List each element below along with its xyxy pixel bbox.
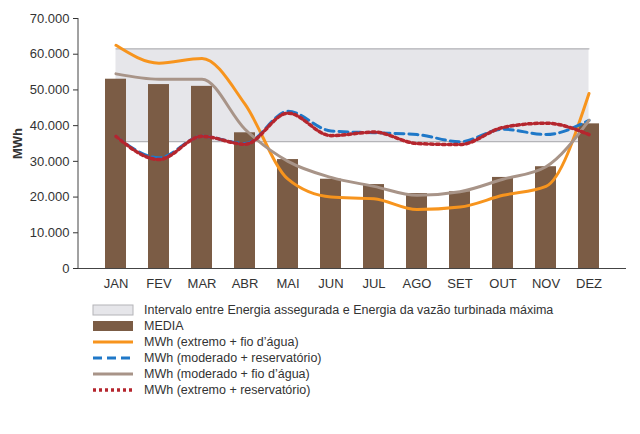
- html-text:Intervalo entre Energia assegu: Intervalo entre Energia assegurada e Ene…: [144, 303, 554, 317]
- svg-text:10.000: 10.000: [30, 225, 70, 240]
- html-text:MWh (extremo + reservatório): MWh (extremo + reservatório): [144, 383, 311, 397]
- svg-text:JUN: JUN: [318, 276, 343, 291]
- svg-text:OUT: OUT: [489, 276, 517, 291]
- html-text:MEDIA: MEDIA: [144, 319, 184, 333]
- svg-text:20.000: 20.000: [30, 189, 70, 204]
- html-text:MWh (moderado + fio d’água): MWh (moderado + fio d’água): [144, 367, 310, 381]
- svg-text:MWh: MWh: [10, 128, 25, 159]
- svg-text:40.000: 40.000: [30, 118, 70, 133]
- svg-text:70.000: 70.000: [30, 11, 70, 26]
- svg-text:50.000: 50.000: [30, 82, 70, 97]
- html-text:MWh (extremo + fio d’água): MWh (extremo + fio d’água): [144, 335, 299, 349]
- svg-text:MAR: MAR: [188, 276, 217, 291]
- svg-text:60.000: 60.000: [30, 46, 70, 61]
- svg-text:SET: SET: [447, 276, 472, 291]
- svg-text:NOV: NOV: [532, 276, 561, 291]
- html-text:MWh (moderado + reservatório): MWh (moderado + reservatório): [144, 351, 322, 365]
- svg-text:AGO: AGO: [403, 276, 432, 291]
- svg-text:MAI: MAI: [276, 276, 299, 291]
- svg-text:30.000: 30.000: [30, 154, 70, 169]
- svg-text:ABR: ABR: [232, 276, 259, 291]
- svg-text:JUL: JUL: [362, 276, 385, 291]
- svg-text:DEZ: DEZ: [576, 276, 602, 291]
- svg-text:FEV: FEV: [146, 276, 172, 291]
- svg-text:0: 0: [62, 261, 69, 276]
- svg-text:JAN: JAN: [104, 276, 129, 291]
